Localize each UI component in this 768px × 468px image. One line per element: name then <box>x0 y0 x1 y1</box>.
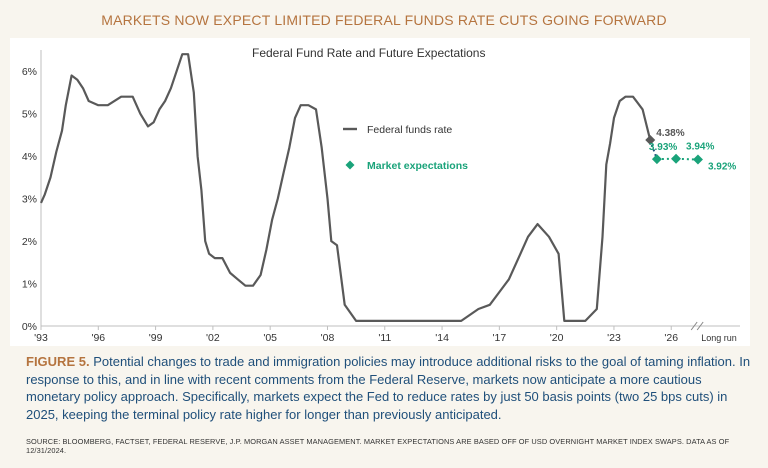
legend-market-swatch <box>345 160 355 170</box>
y-tick-label: 2% <box>22 236 37 248</box>
market-expectation-point <box>692 154 703 165</box>
market-expectation-point <box>671 153 682 164</box>
y-tick-label: 3% <box>22 194 37 206</box>
legend-fed-label: Federal funds rate <box>367 124 452 136</box>
long-run-label: Long run <box>701 333 737 343</box>
axis-break-mark <box>690 321 698 331</box>
market-expectations-line <box>656 157 699 161</box>
x-tick-label: '93 <box>34 332 48 344</box>
figure-label: FIGURE 5. <box>26 354 90 369</box>
x-tick-label: '99 <box>149 332 163 344</box>
data-label: 3.94% <box>686 142 714 153</box>
x-tick-label: '08 <box>321 332 335 344</box>
x-tick-label: '14 <box>435 332 449 344</box>
source-note: SOURCE: BLOOMBERG, FACTSET, FEDERAL RESE… <box>26 437 730 455</box>
figure-caption-text: Potential changes to trade and immigrati… <box>26 354 751 422</box>
market-expectation-point <box>651 154 662 165</box>
fed-funds-chart: Federal Fund Rate and Future Expectation… <box>22 46 740 344</box>
y-tick-label: 5% <box>22 109 37 121</box>
y-tick-label: 0% <box>22 321 37 333</box>
x-tick-label: '02 <box>206 332 220 344</box>
fed-funds-last-point <box>645 135 656 146</box>
legend-market-label: Market expectations <box>367 160 468 172</box>
y-tick-label: 6% <box>22 66 37 78</box>
axis-break-mark <box>696 321 704 331</box>
chart-title: Federal Fund Rate and Future Expectation… <box>252 46 485 60</box>
x-tick-label: '23 <box>607 332 621 344</box>
data-label: 3.93% <box>649 142 677 153</box>
chart-panel: Federal Fund Rate and Future Expectation… <box>10 38 750 346</box>
figure-caption: FIGURE 5. Potential changes to trade and… <box>26 353 751 423</box>
data-label: 3.92% <box>708 162 736 173</box>
x-tick-label: '96 <box>91 332 105 344</box>
data-label: 4.38% <box>656 128 684 139</box>
fed-funds-rate-line <box>39 53 652 322</box>
x-tick-label: '20 <box>550 332 564 344</box>
page-headline: MARKETS NOW EXPECT LIMITED FEDERAL FUNDS… <box>101 12 667 28</box>
x-tick-label: '26 <box>664 332 678 344</box>
x-tick-label: '11 <box>378 332 391 344</box>
y-tick-label: 4% <box>22 151 37 163</box>
x-tick-label: '05 <box>263 332 277 344</box>
x-tick-label: '17 <box>493 332 507 344</box>
y-tick-label: 1% <box>22 279 37 291</box>
